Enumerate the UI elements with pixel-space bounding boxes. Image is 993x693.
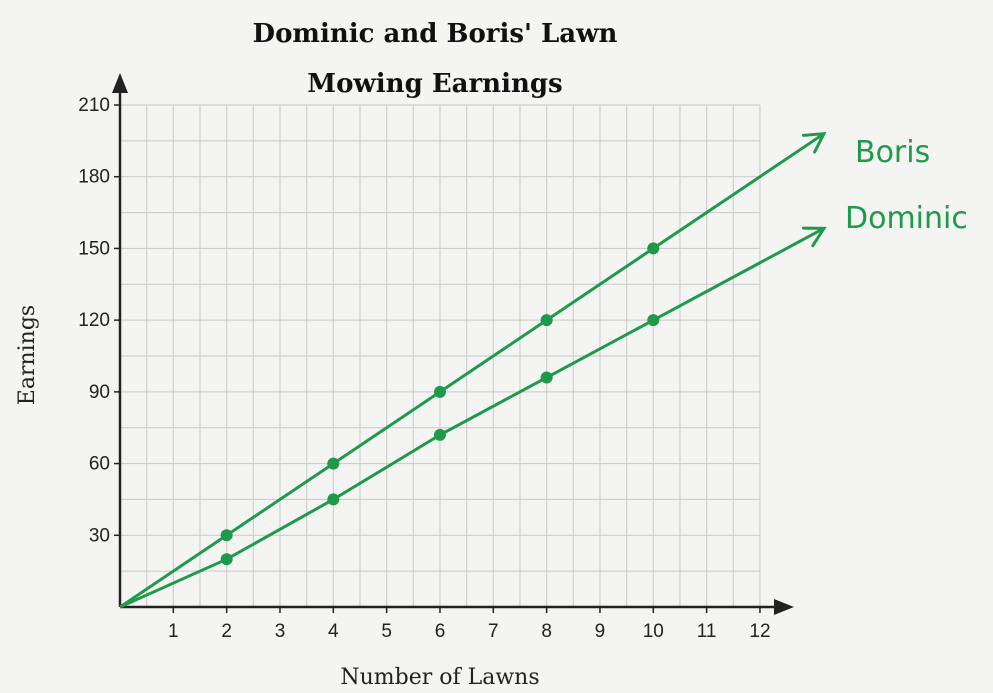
x-axis-label: Number of Lawns — [340, 665, 539, 690]
series-extension-dominic — [652, 227, 825, 322]
x-tick-label: 6 — [435, 621, 446, 642]
x-tick-label: 4 — [328, 621, 339, 642]
y-tick-label: 180 — [78, 167, 110, 188]
data-point-dominic — [327, 493, 340, 506]
data-point-dominic — [647, 314, 660, 327]
x-tick-label: 7 — [488, 621, 499, 642]
data-point-boris — [433, 385, 446, 398]
x-tick-label: 10 — [643, 621, 664, 642]
axes — [112, 73, 794, 615]
data-point-dominic — [220, 553, 233, 566]
y-axis-arrow-icon — [112, 73, 128, 93]
series-line-dominic — [119, 318, 655, 609]
y-tick-label: 90 — [89, 382, 110, 403]
x-tick-label: 9 — [595, 621, 606, 642]
x-tick-label: 2 — [221, 621, 232, 642]
chart-title: Dominic and Boris' Lawn — [253, 19, 618, 49]
data-point-boris — [327, 457, 340, 470]
series-extension-boris — [652, 132, 825, 250]
x-tick-label: 3 — [275, 621, 286, 642]
x-tick-label: 12 — [749, 621, 770, 642]
series-label-dominic: Dominic — [845, 201, 968, 236]
grid — [120, 104, 761, 607]
x-tick-label: 1 — [168, 621, 179, 642]
chart-subtitle: Mowing Earnings — [307, 69, 562, 99]
y-tick-label: 30 — [89, 525, 110, 546]
y-tick-label: 210 — [78, 95, 110, 116]
data-point-boris — [220, 529, 233, 542]
series-line-boris — [119, 247, 655, 609]
y-tick-label: 60 — [89, 454, 110, 475]
series-arrow-boris-icon — [801, 131, 827, 154]
y-tick-labels: 30 60 90 120 150 180 210 — [78, 95, 120, 546]
x-tick-label: 11 — [697, 621, 717, 642]
data-point-dominic — [433, 428, 446, 441]
x-tick-label: 5 — [381, 621, 392, 642]
x-tick-label: 8 — [541, 621, 552, 642]
series-label-boris: Boris — [855, 135, 930, 170]
x-tick-labels: 1 2 3 4 5 6 7 8 9 10 11 12 — [168, 607, 771, 642]
y-tick-label: 120 — [78, 310, 110, 331]
data-point-dominic — [540, 371, 553, 384]
y-tick-label: 150 — [78, 238, 110, 259]
series-arrow-dominic-icon — [801, 226, 827, 248]
y-axis-label: Earnings — [15, 305, 40, 405]
data-point-boris — [540, 314, 553, 327]
data-point-boris — [647, 242, 660, 255]
x-axis-arrow-icon — [773, 599, 794, 615]
series-group: Boris Dominic — [119, 131, 968, 609]
